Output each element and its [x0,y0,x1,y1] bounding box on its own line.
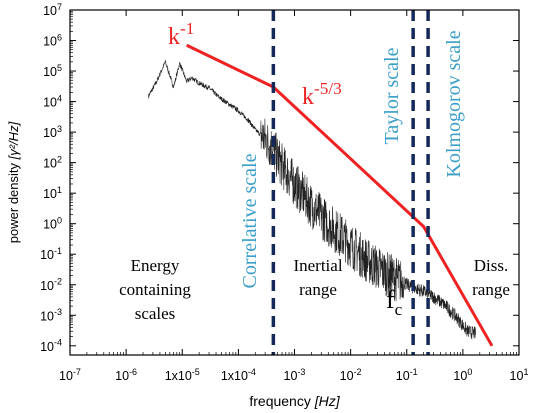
region-label: range [299,280,337,299]
annotation-layer: k-1 k-5/3 Correlative scale Taylor scale Kol… [119,19,510,323]
y-tick-label: 103 [43,124,62,140]
x-tick-label: 10-6 [115,367,137,383]
x-tick-label: 100 [453,367,472,383]
x-tick-label: 1x10-4 [221,367,256,383]
slope-label-k-minus-1: k-1 [168,19,194,50]
fc-label: fc [386,285,403,319]
region-label: Inertial [293,256,342,275]
y-tick-label: 106 [43,32,62,48]
scale-label: Kolmogorov scale [443,30,465,177]
slope-label-k-minus-5-3: k-5/3 [302,79,342,110]
spectrum-series [148,59,477,340]
x-axis-label: frequency [Hz] [249,393,340,409]
y-tick-label: 107 [43,2,62,18]
x-tick-label: 10-3 [284,367,306,383]
scale-label: Taylor scale [381,47,403,144]
scale-label: Correlative scale [239,153,261,288]
spectrum-layer [148,59,477,340]
y-tick-label: 10-4 [40,338,62,354]
y-tick-label: 10-2 [40,277,62,293]
region-label: range [472,280,510,299]
y-tick-label: 104 [43,93,62,109]
y-tick-label: 105 [43,63,62,79]
axes-layer: 10-7 10-6 1x10-5 1x10-4 10-3 10-2 10-1 100 101 10… [6,2,528,409]
y-tick-label: 10-3 [40,307,62,323]
y-axis-label: power density [γ²/Hz] [6,121,21,243]
slope-fit-line [186,43,494,347]
x-tick-label: 10-1 [396,367,418,383]
y-tick-label: 101 [43,185,62,201]
region-label: Energy [131,256,180,275]
x-tick-label: 10-7 [59,367,81,383]
y-tick-label: 100 [43,215,62,231]
region-label: Diss. [474,256,508,275]
y-tick-label: 102 [43,154,62,170]
x-tick-label: 101 [510,367,529,383]
region-label: scales [135,304,176,323]
region-label: containing [119,280,191,299]
x-tick-label: 10-2 [340,367,362,383]
y-tick-label: 10-1 [40,246,62,262]
x-tick-label: 1x10-5 [165,367,200,383]
scale-lines-layer [271,10,430,355]
